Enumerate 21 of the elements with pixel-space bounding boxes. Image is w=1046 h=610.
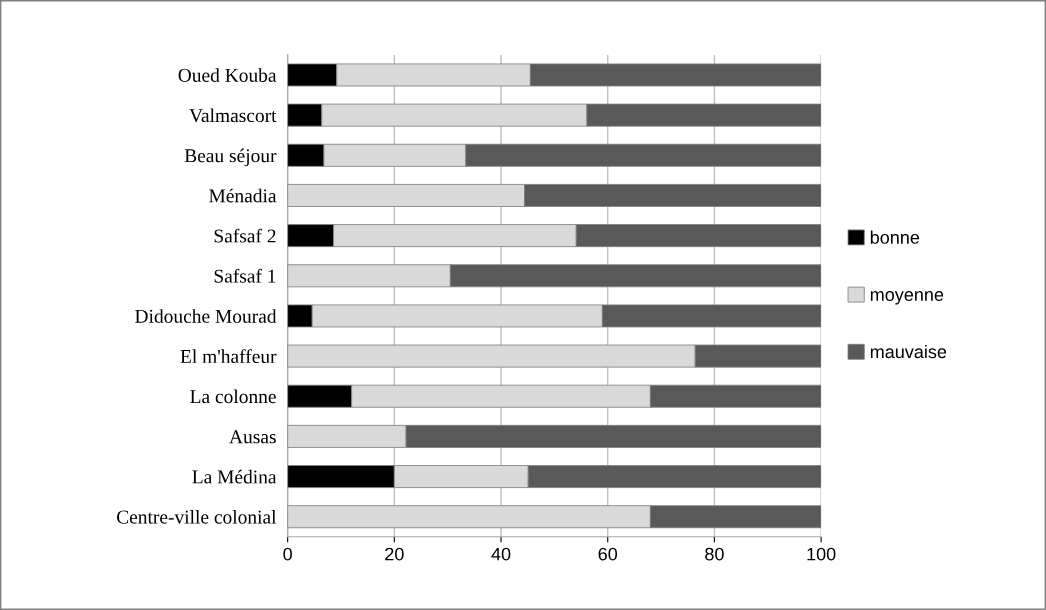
y-tick-label: Valmascort	[189, 108, 277, 123]
legend-label: moyenne	[870, 291, 944, 305]
y-tick-label: Safsaf 2	[214, 228, 276, 243]
y-tick-label: Centre-ville colonial	[116, 509, 277, 524]
y-tick-label: Ménadia	[209, 188, 277, 203]
x-tick-label: 100	[807, 547, 836, 561]
x-tick-label: 20	[385, 547, 404, 561]
y-tick-label: Beau séjour	[184, 148, 277, 167]
y-tick-label: Ausas	[229, 430, 276, 444]
x-tick-label: 80	[705, 547, 724, 561]
y-tick-label: La colonne	[190, 389, 276, 404]
x-tick-label: 0	[283, 547, 292, 561]
y-tick-label: La Médina	[192, 469, 277, 484]
y-tick-label: Safsaf 1	[214, 268, 276, 283]
y-tick-label: Didouche Mourad	[135, 309, 277, 323]
x-tick-label: 60	[598, 547, 618, 561]
x-tick-label: 40	[491, 547, 511, 561]
legend-label: bonne	[870, 230, 920, 244]
y-tick-label: El m'haffeur	[180, 349, 277, 364]
y-tick-label: Oued Kouba	[178, 68, 277, 82]
legend-label: mauvaise	[870, 344, 947, 359]
